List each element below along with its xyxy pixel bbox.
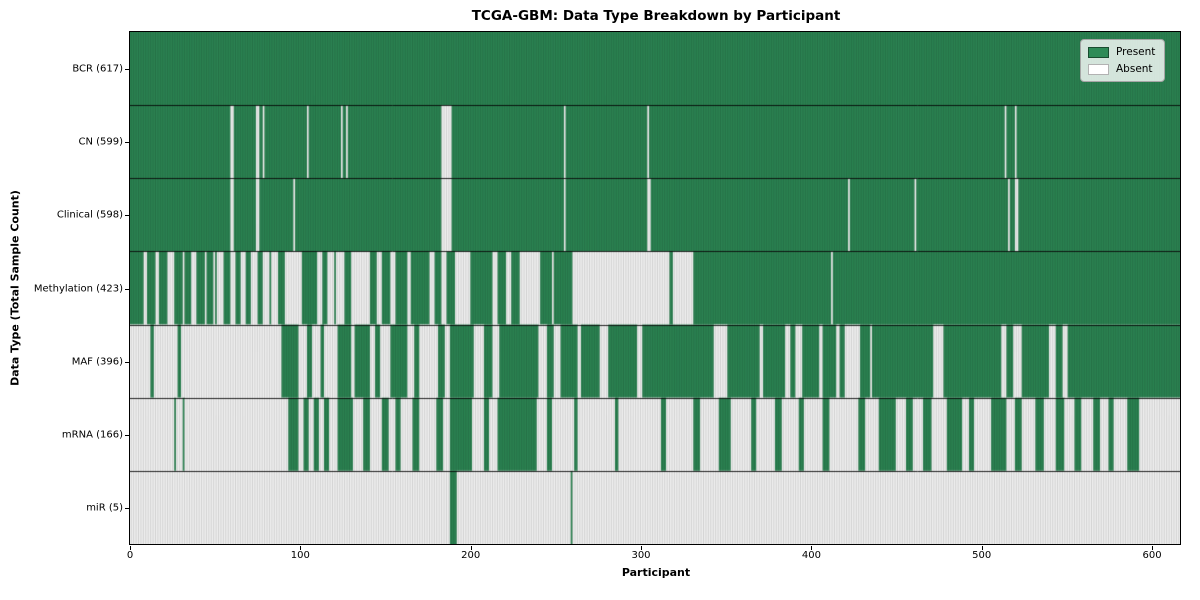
legend-item-absent: Absent	[1088, 63, 1155, 75]
row-label-cn: CN (599)	[78, 136, 123, 148]
x-tick-label: 100	[290, 550, 310, 561]
x-tick-label: 600	[1142, 550, 1162, 561]
row-label-mrna: mRNA (166)	[61, 429, 123, 441]
x-tick-label: 0	[126, 550, 134, 561]
y-tick-mark	[125, 435, 129, 436]
row-label-bcr: BCR (617)	[72, 63, 123, 75]
x-tick-mark	[130, 546, 131, 550]
presence-matrix-canvas	[130, 32, 1180, 544]
legend: Present Absent	[1080, 39, 1166, 82]
x-tick-mark	[470, 546, 472, 550]
y-tick-mark	[125, 68, 129, 70]
y-tick-mark	[125, 508, 129, 510]
x-tick-label: 300	[631, 550, 651, 561]
absent-swatch	[1088, 63, 1109, 75]
x-tick-label: 400	[801, 550, 821, 561]
x-tick-label: 200	[461, 550, 481, 561]
plot-area	[129, 31, 1181, 545]
x-tick-mark	[1152, 546, 1154, 550]
x-axis-label: Participant	[621, 566, 691, 579]
x-tick-label: 500	[972, 550, 992, 561]
y-tick-mark	[125, 361, 129, 363]
y-tick-mark	[125, 288, 129, 290]
y-tick-mark	[125, 142, 129, 143]
x-tick-mark	[811, 546, 813, 550]
x-tick-mark	[981, 546, 983, 550]
row-label-maf: MAF (396)	[71, 356, 123, 368]
row-label-methylation: Methylation (423)	[33, 283, 123, 294]
present-swatch	[1088, 46, 1109, 58]
legend-label-present: Present	[1116, 46, 1156, 58]
x-tick-mark	[300, 546, 302, 550]
y-tick-mark	[125, 215, 129, 217]
row-label-mir: miR (5)	[86, 502, 123, 514]
chart-title: TCGA-GBM: Data Type Breakdown by Partici…	[471, 8, 841, 24]
legend-item-present: Present	[1088, 46, 1155, 58]
row-label-clinical: Clinical (598)	[56, 209, 123, 221]
x-tick-mark	[641, 546, 642, 550]
legend-label-absent: Absent	[1116, 63, 1153, 75]
